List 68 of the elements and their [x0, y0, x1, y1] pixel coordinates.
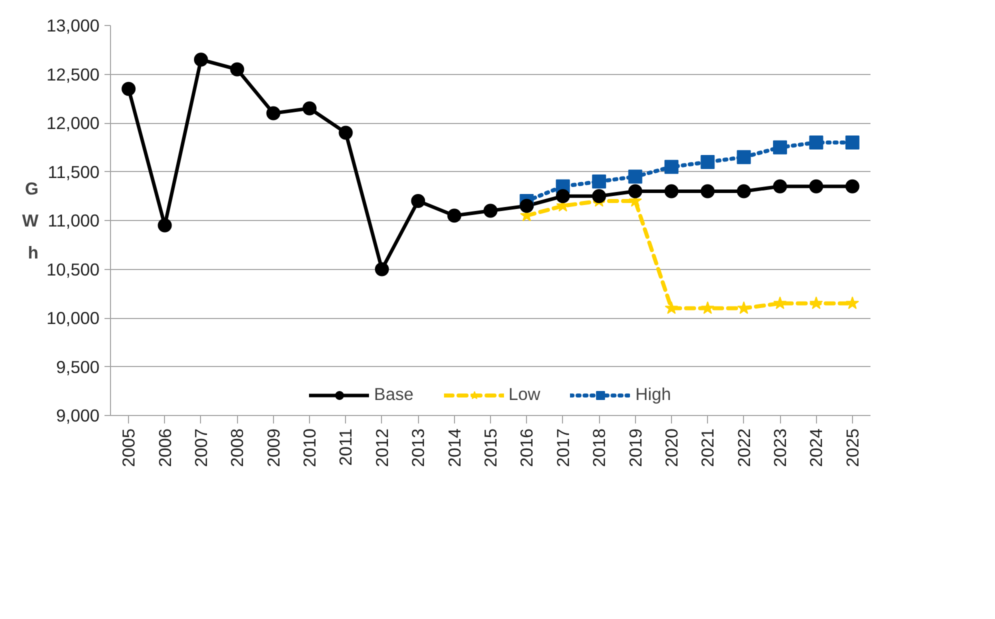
- y-tick-label: 10,500: [46, 259, 100, 280]
- x-tick-label: 2006: [154, 428, 175, 468]
- point: [556, 189, 570, 204]
- x-tick-label: 2015: [480, 428, 500, 468]
- point: [592, 189, 606, 204]
- x-tick-label: 2012: [372, 428, 392, 468]
- point: [700, 184, 715, 198]
- x-tick-label: 2007: [190, 428, 211, 468]
- x-tick-label: 2020: [661, 428, 682, 468]
- x-tick-label: 2014: [444, 428, 464, 468]
- x-tick-label: 2013: [408, 428, 428, 468]
- point: [773, 179, 788, 194]
- point: [628, 184, 642, 198]
- point: [700, 155, 715, 169]
- point: [158, 218, 172, 232]
- x-tick-label: 2005: [118, 428, 139, 468]
- point: [592, 174, 606, 188]
- point: [664, 301, 678, 314]
- point: [230, 62, 244, 76]
- point: [447, 208, 462, 223]
- x-tick-label: 2023: [770, 428, 790, 468]
- x-tick-label: 2010: [300, 428, 320, 468]
- x-tick-label: 2021: [698, 428, 718, 468]
- point: [520, 198, 534, 213]
- point: [194, 52, 208, 67]
- point: [809, 136, 824, 150]
- point: [846, 296, 860, 310]
- x-tick-label: 2025: [842, 428, 862, 468]
- legend-label: Base: [374, 384, 414, 405]
- point: [302, 101, 317, 116]
- legend-label: Low: [508, 384, 540, 405]
- y-tick-label: 10,000: [46, 308, 100, 328]
- point: [773, 140, 788, 154]
- point: [700, 301, 714, 314]
- point: [736, 184, 751, 198]
- point: [266, 106, 280, 120]
- point: [122, 82, 136, 96]
- y-tick-label: 11,000: [48, 210, 100, 230]
- x-tick-label: 2016: [516, 428, 537, 468]
- y-tick-label: 12,500: [46, 64, 100, 84]
- point: [736, 150, 751, 164]
- point: [809, 179, 824, 194]
- x-tick-label: 2024: [806, 428, 826, 468]
- point: [810, 296, 823, 310]
- x-tick-label: 2008: [227, 428, 248, 468]
- x-tick-label: 2022: [734, 428, 754, 468]
- y-tick-label: 9,500: [56, 356, 100, 377]
- point: [845, 179, 860, 194]
- point: [845, 136, 860, 150]
- point: [664, 160, 678, 174]
- y-axis-title: GWh: [22, 178, 40, 262]
- y-tick-label: 13,000: [46, 16, 100, 36]
- x-tick-label: 2009: [263, 428, 284, 468]
- point: [773, 296, 787, 310]
- x-tick-label: 2019: [625, 428, 646, 468]
- y-tick-label: 12,000: [46, 113, 100, 133]
- y-tick-label: 11,500: [48, 162, 100, 182]
- x-tick-label: 2017: [552, 428, 573, 468]
- point: [484, 204, 498, 218]
- point: [338, 126, 353, 140]
- y-tick-label: 9,000: [56, 406, 100, 426]
- point: [628, 170, 642, 184]
- point: [664, 184, 678, 198]
- point: [411, 194, 426, 208]
- x-tick-label: 2011: [336, 428, 356, 466]
- point: [374, 262, 389, 276]
- legend-label: High: [635, 384, 671, 405]
- x-tick-label: 2018: [589, 428, 610, 468]
